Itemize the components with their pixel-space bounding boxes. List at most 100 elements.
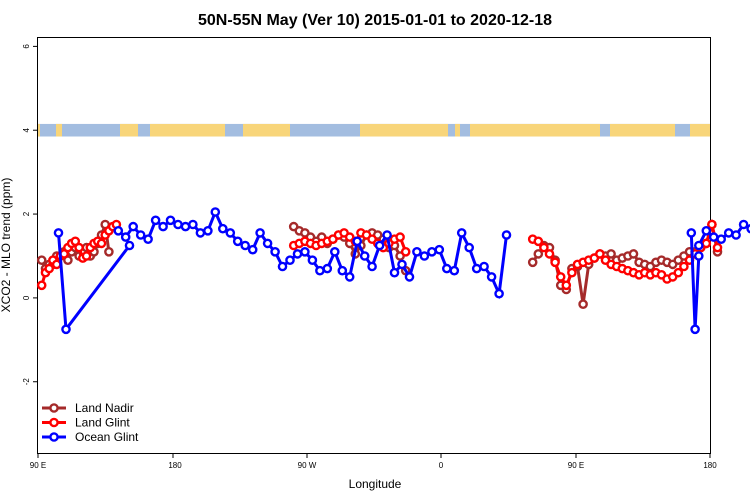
data-point xyxy=(51,259,62,270)
data-point xyxy=(486,272,497,282)
data-point xyxy=(337,265,348,276)
data-point xyxy=(74,242,84,253)
land-band-segment xyxy=(360,123,448,137)
data-point xyxy=(701,225,712,236)
data-point xyxy=(270,246,280,257)
series-land-glint xyxy=(36,218,723,291)
data-point xyxy=(533,249,544,259)
data-point xyxy=(329,246,340,257)
data-point xyxy=(527,257,538,268)
legend-marker xyxy=(49,432,59,442)
data-point xyxy=(389,267,400,278)
y-axis-label: XCO2 - MLO trend (ppm) xyxy=(0,178,13,313)
data-point xyxy=(694,251,704,261)
data-point xyxy=(344,272,355,282)
data-point xyxy=(555,272,566,282)
series-layer xyxy=(36,207,750,335)
data-point xyxy=(53,228,64,238)
data-point xyxy=(96,238,107,249)
y-tick-label: 2 xyxy=(22,211,31,216)
data-point xyxy=(158,221,168,232)
legend-marker xyxy=(49,417,59,428)
data-point xyxy=(210,207,221,217)
data-point xyxy=(716,234,727,244)
data-point xyxy=(44,263,55,274)
data-point xyxy=(544,249,555,259)
data-point xyxy=(479,261,489,272)
land-band-segment xyxy=(470,123,600,137)
x-tick-label: 90 E xyxy=(30,461,46,470)
data-point xyxy=(412,246,422,257)
data-point xyxy=(374,240,385,251)
data-point xyxy=(315,265,325,276)
data-point xyxy=(359,251,370,261)
data-point xyxy=(701,238,712,249)
x-tick-label: 90 E xyxy=(568,461,584,470)
data-point xyxy=(300,246,310,257)
data-point xyxy=(173,219,183,230)
data-point xyxy=(395,232,405,242)
data-point xyxy=(731,230,741,240)
data-point xyxy=(746,224,750,234)
data-point xyxy=(686,228,697,238)
data-point xyxy=(539,242,549,253)
x-axis-label: Longitude xyxy=(349,477,402,491)
land-ocean-band xyxy=(38,123,710,137)
y-tick-label: 6 xyxy=(22,44,31,49)
x-tick-label: 180 xyxy=(703,461,717,470)
land-band-segment xyxy=(243,123,290,137)
data-point xyxy=(464,242,475,253)
data-point xyxy=(434,244,445,255)
y-tick-label: -2 xyxy=(22,378,31,386)
legend-label: Land Nadir xyxy=(75,401,134,415)
data-point xyxy=(292,249,303,259)
data-point xyxy=(382,230,392,240)
y-axis: -2 0 2 4 6 xyxy=(22,44,38,386)
data-point xyxy=(143,234,153,244)
data-point xyxy=(679,261,689,272)
data-point xyxy=(322,263,333,274)
data-point xyxy=(232,236,243,247)
data-point xyxy=(404,272,415,282)
legend-label: Ocean Glint xyxy=(75,430,139,444)
data-point xyxy=(352,236,363,247)
data-point xyxy=(690,324,700,335)
data-point xyxy=(104,246,114,257)
y-tick-label: 4 xyxy=(22,127,31,132)
data-point xyxy=(307,255,318,266)
land-band-segment xyxy=(120,123,138,137)
data-point xyxy=(113,225,124,236)
data-point xyxy=(550,257,560,268)
data-point xyxy=(128,221,138,232)
data-point xyxy=(135,230,146,240)
data-point xyxy=(738,219,749,230)
data-point xyxy=(707,219,717,230)
land-band-segment xyxy=(455,123,460,137)
data-point xyxy=(180,221,191,232)
data-point xyxy=(400,246,411,257)
land-band-segment xyxy=(610,123,675,137)
data-point xyxy=(262,238,273,249)
data-point xyxy=(255,228,265,238)
data-point xyxy=(708,232,719,242)
x-tick-label: 0 xyxy=(439,461,444,470)
data-point xyxy=(195,228,206,238)
x-tick-label: 180 xyxy=(168,461,182,470)
data-point xyxy=(397,259,407,270)
land-band-segment xyxy=(690,123,710,137)
data-point xyxy=(225,228,236,238)
data-point xyxy=(247,244,258,255)
data-point xyxy=(494,288,504,299)
data-point xyxy=(578,299,588,310)
data-point xyxy=(712,242,723,253)
data-point xyxy=(285,255,295,266)
data-point xyxy=(694,240,704,251)
data-point xyxy=(441,263,452,274)
data-point xyxy=(36,255,47,266)
data-point xyxy=(533,236,544,247)
data-point xyxy=(61,324,71,335)
data-point xyxy=(567,267,577,278)
data-point xyxy=(203,225,213,236)
